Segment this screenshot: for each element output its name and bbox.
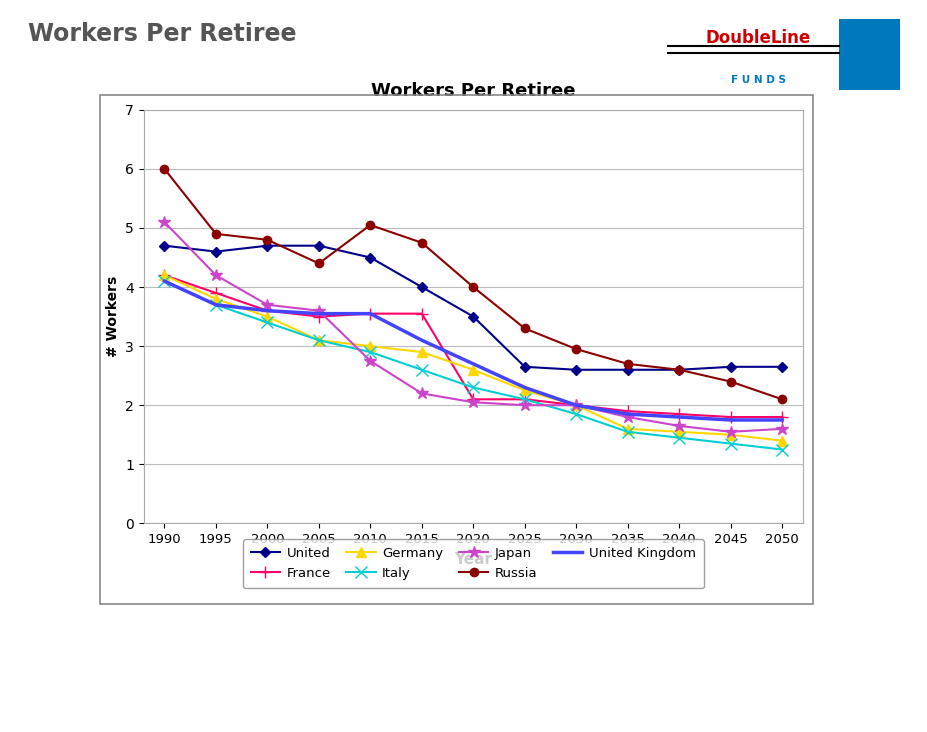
Text: DoubleLine: DoubleLine	[705, 29, 810, 47]
Legend: United, France, Germany, Italy, Japan, Russia, United Kingdom: United, France, Germany, Italy, Japan, R…	[243, 539, 703, 589]
Y-axis label: # Workers: # Workers	[106, 276, 120, 357]
FancyBboxPatch shape	[838, 19, 899, 91]
Text: ®: ®	[843, 20, 852, 30]
X-axis label: Year: Year	[454, 552, 491, 567]
Text: Workers Per Retiree: Workers Per Retiree	[28, 22, 296, 46]
Text: F U N D S: F U N D S	[730, 75, 785, 86]
Title: Workers Per Retiree: Workers Per Retiree	[371, 82, 575, 100]
